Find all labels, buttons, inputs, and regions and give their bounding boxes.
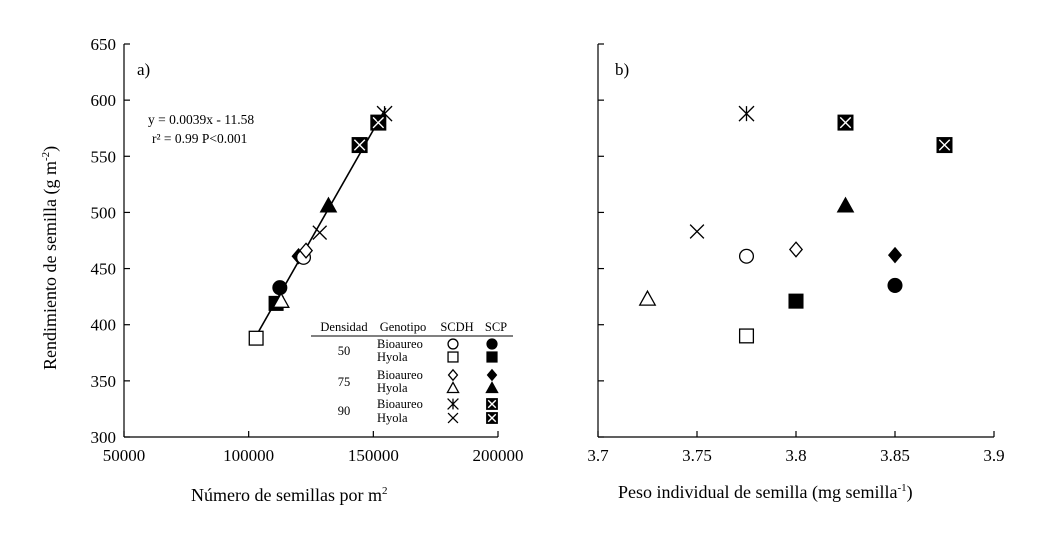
legend-marker-triangle-open (446, 381, 460, 394)
legend-marker-square-filled (486, 351, 498, 363)
legend-marker-diamond-open (447, 368, 459, 382)
data-point-square-open (738, 328, 755, 344)
y-tick-label: 300 (91, 428, 117, 447)
legend-density: 90 (338, 404, 351, 418)
legend-genotype: Bioaureo (377, 397, 423, 411)
legend-marker-triangle-filled (485, 381, 499, 394)
y-axis-title-end: ) (40, 146, 61, 152)
panel-a-points (248, 105, 393, 346)
legend-genotype: Bioaureo (377, 337, 423, 351)
legend-header: Genotipo (380, 320, 427, 334)
data-point-circle-filled (272, 280, 288, 296)
data-point-asterisk (738, 105, 755, 122)
data-point-diamond-open (298, 242, 314, 259)
panel-b-x-axis-title-sup: -1 (897, 482, 906, 494)
y-tick-label: 450 (91, 260, 117, 279)
legend-density: 50 (338, 344, 351, 358)
x-tick-label: 100000 (223, 446, 274, 465)
panel-b-x-axis-title-end: ) (907, 482, 913, 503)
legend-density: 75 (338, 375, 351, 389)
data-point-asterisk (376, 105, 393, 122)
x-tick-label: 50000 (103, 446, 146, 465)
legend-marker-diamond-filled (486, 368, 498, 382)
data-point-boxx (837, 114, 854, 131)
panel-b-points (638, 105, 953, 344)
y-tick-label: 500 (91, 203, 117, 222)
legend-marker-square-open (447, 351, 459, 363)
legend-header: SCP (485, 320, 507, 334)
panel-a-x-axis-title: Número de semillas por m2 (191, 485, 387, 505)
panel-b-x-axis-title: Peso individual de semilla (mg semilla-1… (618, 482, 913, 503)
y-axis-title-sup: -2 (40, 152, 52, 161)
legend-genotype: Hyola (377, 411, 408, 425)
legend-header: SCDH (440, 320, 473, 334)
data-point-square-open (248, 330, 264, 346)
legend-genotype: Hyola (377, 350, 408, 364)
panel-b-x-axis-title-main: Peso individual de semilla (mg semilla (618, 482, 897, 503)
data-point-triangle-filled (319, 196, 338, 213)
x-tick-label: 3.8 (785, 446, 806, 465)
panel-b-chart: b) 3.7 3.75 3.8 3.85 3.9 Peso individual de … (587, 43, 1005, 503)
panel-a-x-axis-title-main: Número de semillas por m (191, 485, 382, 505)
data-point-triangle-filled (836, 196, 855, 213)
panel-b-label: b) (615, 60, 629, 79)
data-point-triangle-open (638, 289, 657, 306)
legend-genotype: Bioaureo (377, 368, 423, 382)
x-tick-label: 3.85 (880, 446, 910, 465)
y-tick-label: 400 (91, 316, 117, 335)
data-point-square-filled (788, 293, 804, 309)
data-point-diamond-filled (887, 246, 903, 264)
x-tick-label: 3.9 (983, 446, 1004, 465)
data-point-x (312, 225, 328, 240)
legend-marker-circle-open (447, 338, 459, 350)
y-axis-title: Rendimiento de semilla (g m-2) (40, 146, 61, 370)
regression-stats: r² = 0.99 P<0.001 (152, 131, 247, 146)
data-point-boxx (936, 137, 953, 154)
panel-b-axes (597, 43, 995, 438)
panel-a-label: a) (137, 60, 150, 79)
y-tick-label: 350 (91, 372, 117, 391)
legend-marker-boxx (486, 412, 498, 424)
data-point-boxx (351, 137, 368, 154)
legend-marker-circle-filled (486, 338, 498, 350)
legend-marker-boxx (486, 398, 498, 410)
legend-header: Densidad (320, 320, 368, 334)
panel-a-chart: a) y = 0.0039x - 11.58 r² = 0.99 P<0.001… (40, 35, 524, 505)
data-point-circle-open (738, 248, 755, 264)
data-point-diamond-open (788, 241, 804, 258)
data-point-circle-filled (887, 277, 903, 293)
legend-genotype: Hyola (377, 381, 408, 395)
x-tick-label: 150000 (348, 446, 399, 465)
regression-equation: y = 0.0039x - 11.58 (148, 112, 254, 127)
legend-marker-x (447, 412, 459, 424)
data-point-triangle-open (272, 292, 290, 308)
x-tick-label: 3.75 (682, 446, 712, 465)
data-point-x (689, 224, 705, 239)
y-tick-label: 550 (91, 147, 117, 166)
panel-a-axes (123, 43, 499, 438)
panel-b-tick-labels: 3.7 3.75 3.8 3.85 3.9 (587, 446, 1004, 465)
y-axis-title-main: Rendimiento de semilla (g m (40, 161, 61, 370)
legend-marker-asterisk (447, 398, 459, 410)
x-tick-label: 3.7 (587, 446, 609, 465)
y-tick-label: 650 (91, 35, 117, 54)
data-point-boxx (370, 114, 387, 131)
panel-a-tick-labels: 300 350 400 450 500 550 600 650 50000 100000 15000… (91, 35, 524, 465)
y-tick-label: 600 (91, 91, 117, 110)
x-tick-label: 200000 (473, 446, 524, 465)
panel-a-x-axis-title-sup: 2 (382, 485, 388, 497)
